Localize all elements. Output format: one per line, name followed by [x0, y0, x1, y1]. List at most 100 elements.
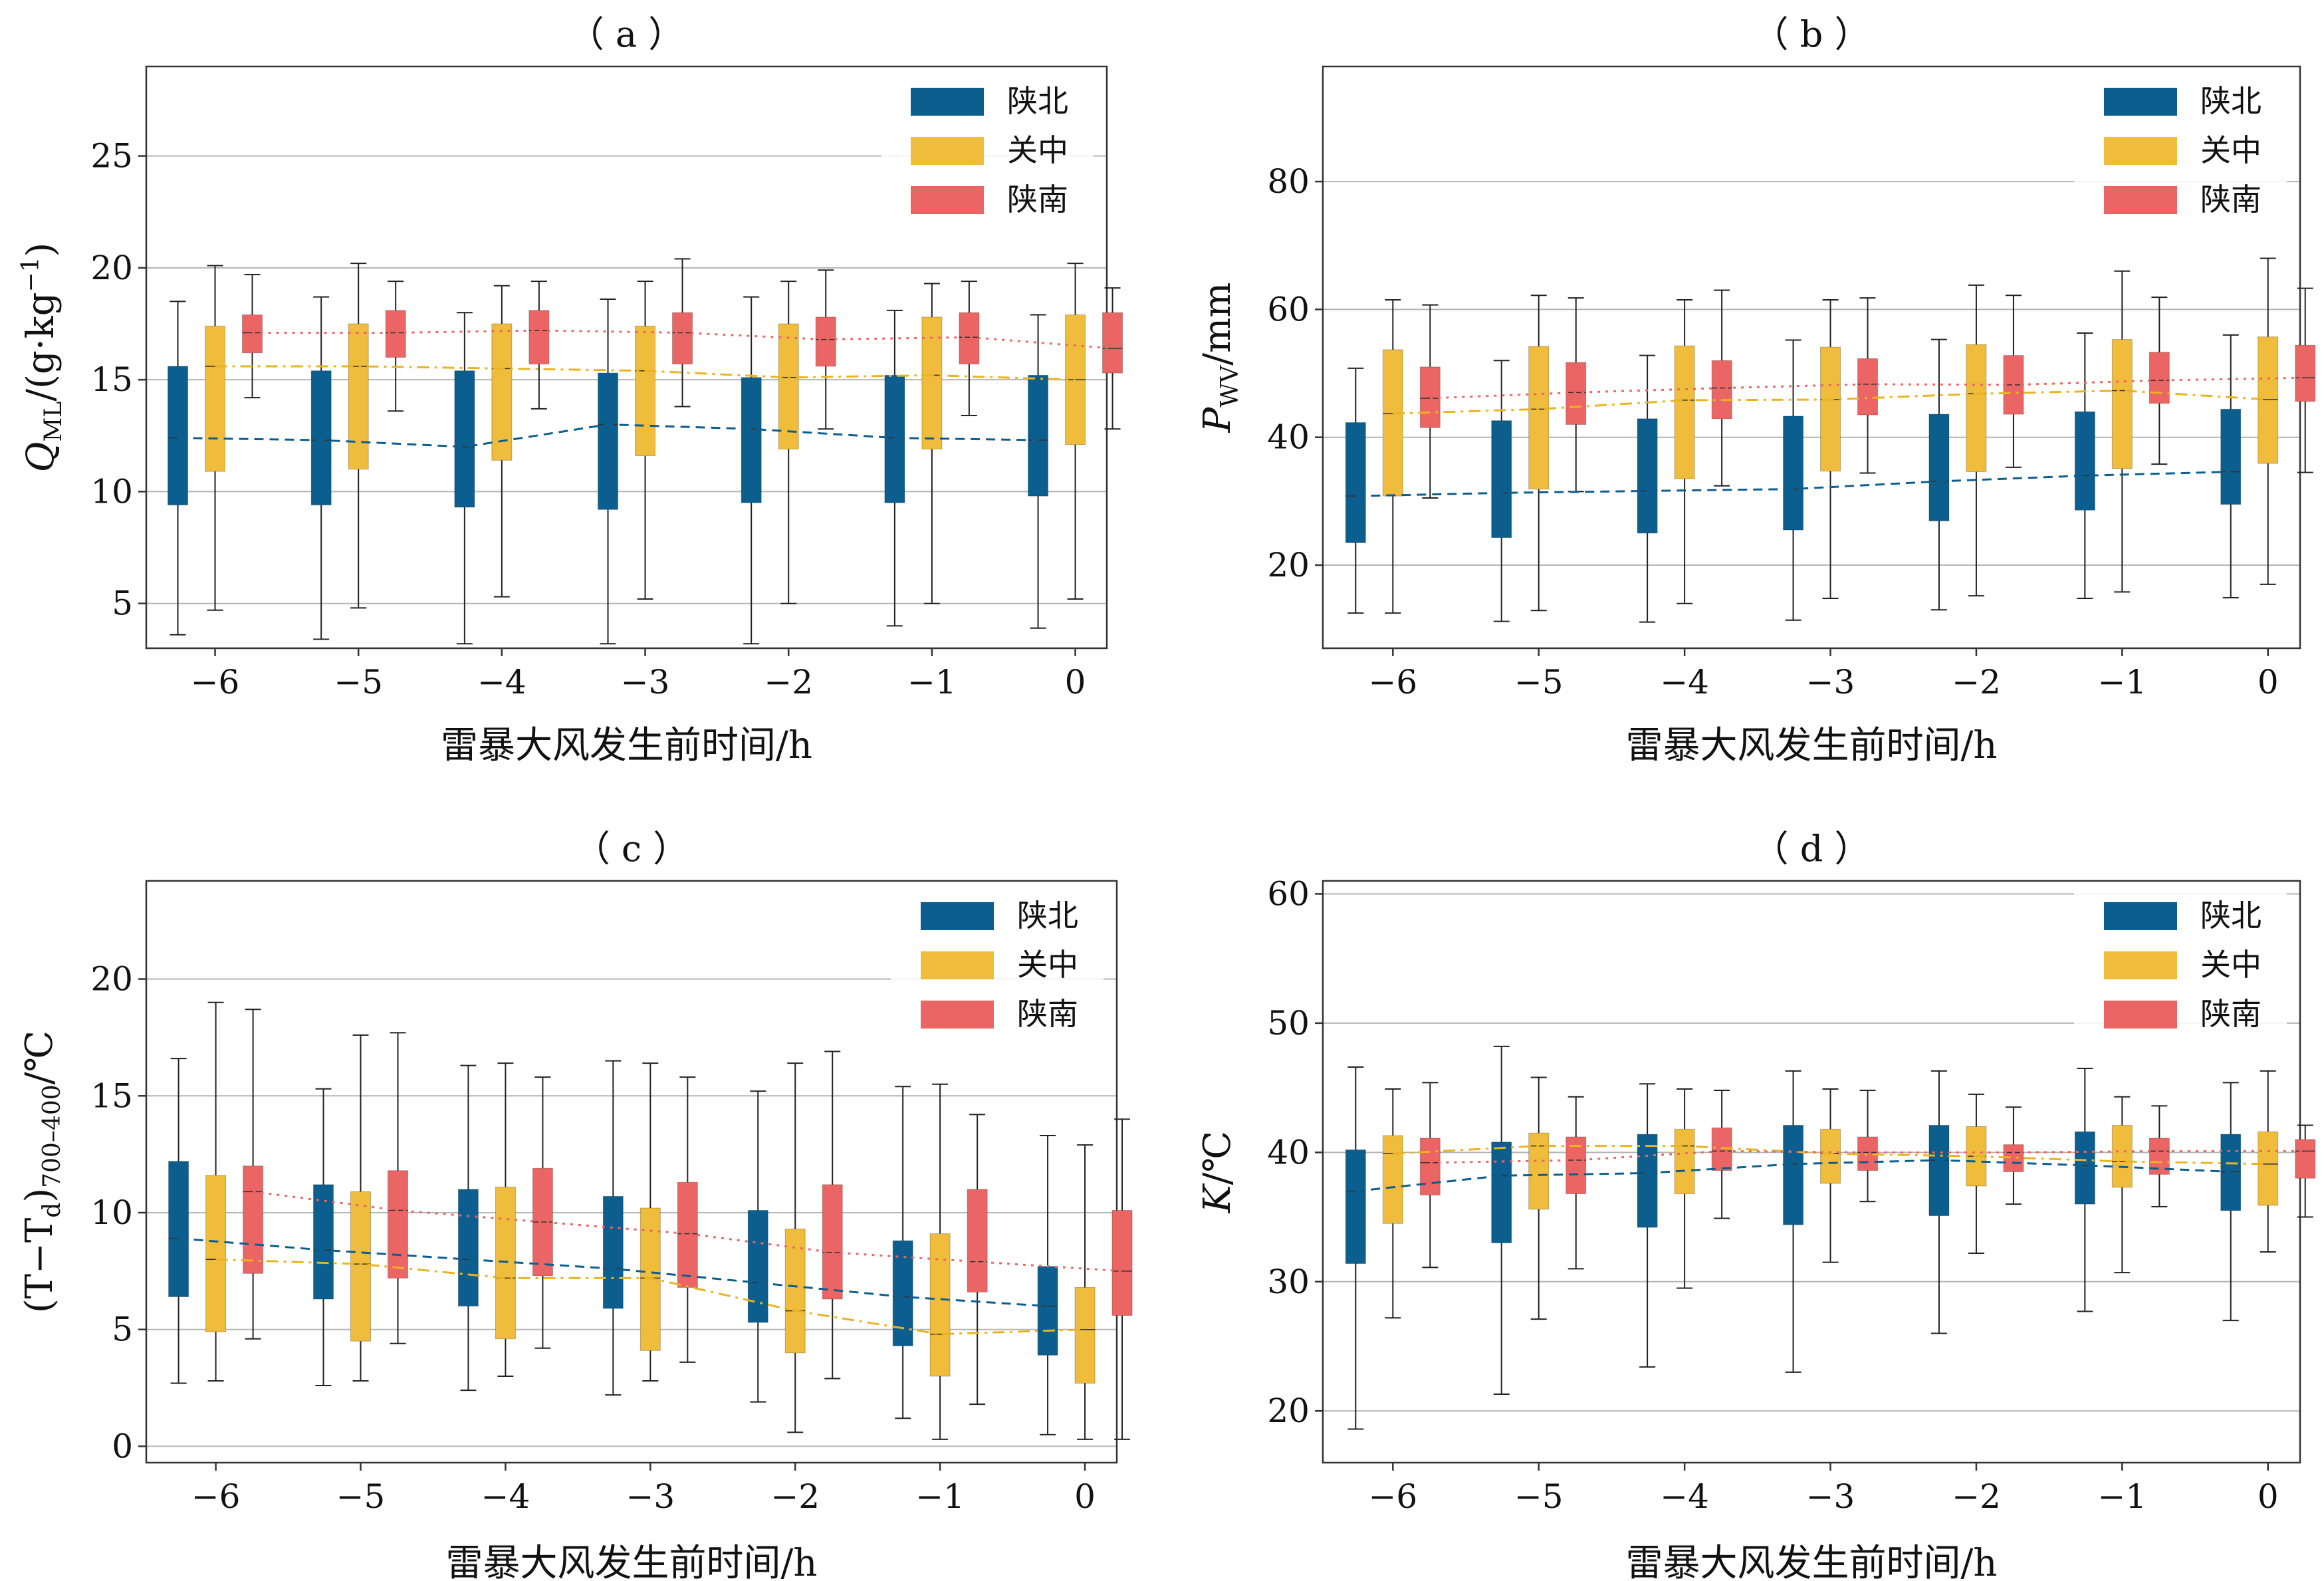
x-tick-label: −6: [1368, 663, 1417, 701]
legend-swatch: [2104, 902, 2177, 930]
x-tick-label: −4: [1660, 1477, 1709, 1516]
box: [2295, 344, 2316, 402]
y-tick-label: 50: [1267, 1004, 1310, 1042]
y-tick-label: 30: [1267, 1263, 1310, 1301]
x-tick-label: −2: [770, 1477, 820, 1516]
box: [1028, 374, 1049, 497]
box: [495, 1186, 516, 1340]
series-陕南: [1419, 287, 2316, 499]
box: [350, 1191, 372, 1342]
box: [672, 312, 693, 365]
y-label-part: (T−T: [18, 1218, 61, 1313]
box: [2149, 352, 2170, 404]
box: [959, 312, 980, 365]
box: [528, 310, 550, 365]
y-axis-label: (T−Td)700–400/℃: [18, 1031, 66, 1313]
series-陕南: [243, 1009, 1133, 1440]
y-axis-label: PWV/mm: [1196, 283, 1244, 433]
y-label-part: ML: [40, 402, 67, 442]
box: [1928, 414, 1950, 522]
y-label-part: −1: [17, 257, 45, 292]
legend-label: 陕北: [2200, 83, 2262, 119]
box: [1074, 1286, 1096, 1384]
y-tick-label: 5: [112, 1310, 133, 1349]
box: [2220, 408, 2242, 505]
x-tick-label: −2: [764, 663, 813, 701]
y-tick-label: 20: [90, 960, 133, 999]
x-tick-label: −2: [1952, 1477, 2001, 1516]
y-tick-label: 60: [1267, 874, 1310, 913]
box: [884, 374, 905, 503]
y-label-part: ): [18, 1188, 61, 1203]
median-trend-line: [177, 423, 1038, 448]
legend-label: 关中: [2200, 947, 2262, 983]
legend-label: 陕北: [1017, 898, 1078, 933]
box: [1528, 1132, 1550, 1210]
x-tick-label: −4: [481, 1477, 530, 1516]
x-tick-label: 0: [1065, 663, 1086, 701]
box: [1674, 345, 1695, 479]
x-tick-label: −5: [1514, 663, 1564, 701]
x-tick-label: 0: [2258, 663, 2279, 701]
series-陕南: [1419, 1082, 2316, 1270]
box: [747, 1209, 768, 1323]
box: [598, 372, 619, 510]
y-tick-label: 10: [90, 1193, 133, 1232]
box: [1102, 312, 1123, 374]
x-tick-label: −4: [477, 663, 526, 701]
box: [1637, 418, 1658, 534]
y-tick-label: 20: [1267, 546, 1310, 584]
y-label-part: /℃: [1196, 1131, 1239, 1185]
series-关中: [205, 1001, 1096, 1440]
y-label-part: d: [39, 1203, 66, 1218]
legend-label: 关中: [1017, 947, 1078, 983]
legend-swatch: [911, 88, 984, 116]
median-trend-line: [1355, 471, 2231, 497]
box: [205, 325, 226, 472]
y-label-part: P: [1196, 406, 1239, 433]
box: [1783, 1125, 1804, 1225]
box: [2111, 339, 2133, 469]
legend-swatch: [2104, 186, 2177, 214]
x-tick-label: −4: [1660, 663, 1709, 701]
y-label-part: 700–400: [39, 1084, 66, 1187]
box: [1528, 346, 1550, 490]
box: [784, 1229, 806, 1354]
y-tick-label: 25: [90, 137, 133, 176]
legend-swatch: [2104, 1001, 2177, 1029]
x-tick-label: −3: [1806, 1477, 1855, 1516]
box: [1345, 1149, 1366, 1265]
legend-swatch: [921, 902, 994, 930]
median-trend-line: [178, 1237, 1048, 1308]
box: [457, 1189, 479, 1307]
legend-label: 陕南: [2200, 182, 2262, 217]
box: [454, 370, 475, 508]
y-tick-label: 60: [1267, 290, 1310, 328]
box: [385, 310, 406, 358]
x-tick-label: −1: [907, 663, 957, 701]
box: [635, 325, 656, 457]
plot-frame: [145, 880, 1118, 1464]
x-tick-label: −1: [915, 1477, 965, 1516]
box: [1711, 360, 1732, 420]
panel-title: （ b ）: [1753, 13, 1871, 55]
x-tick-label: −3: [626, 1477, 675, 1516]
box: [1382, 349, 1403, 497]
legend-label: 陕南: [1007, 182, 1068, 217]
x-tick-label: −1: [2097, 663, 2147, 701]
legend-swatch: [2104, 88, 2177, 116]
box: [1382, 1135, 1403, 1224]
y-label-part: /(g·kg: [19, 293, 62, 402]
legend-label: 陕南: [1017, 996, 1078, 1032]
box: [1783, 416, 1804, 531]
y-tick-label: 20: [1267, 1392, 1310, 1430]
box: [639, 1207, 661, 1351]
y-tick-label: 10: [90, 472, 133, 511]
box: [1674, 1128, 1695, 1195]
box: [2258, 1131, 2279, 1206]
box: [1928, 1125, 1950, 1217]
